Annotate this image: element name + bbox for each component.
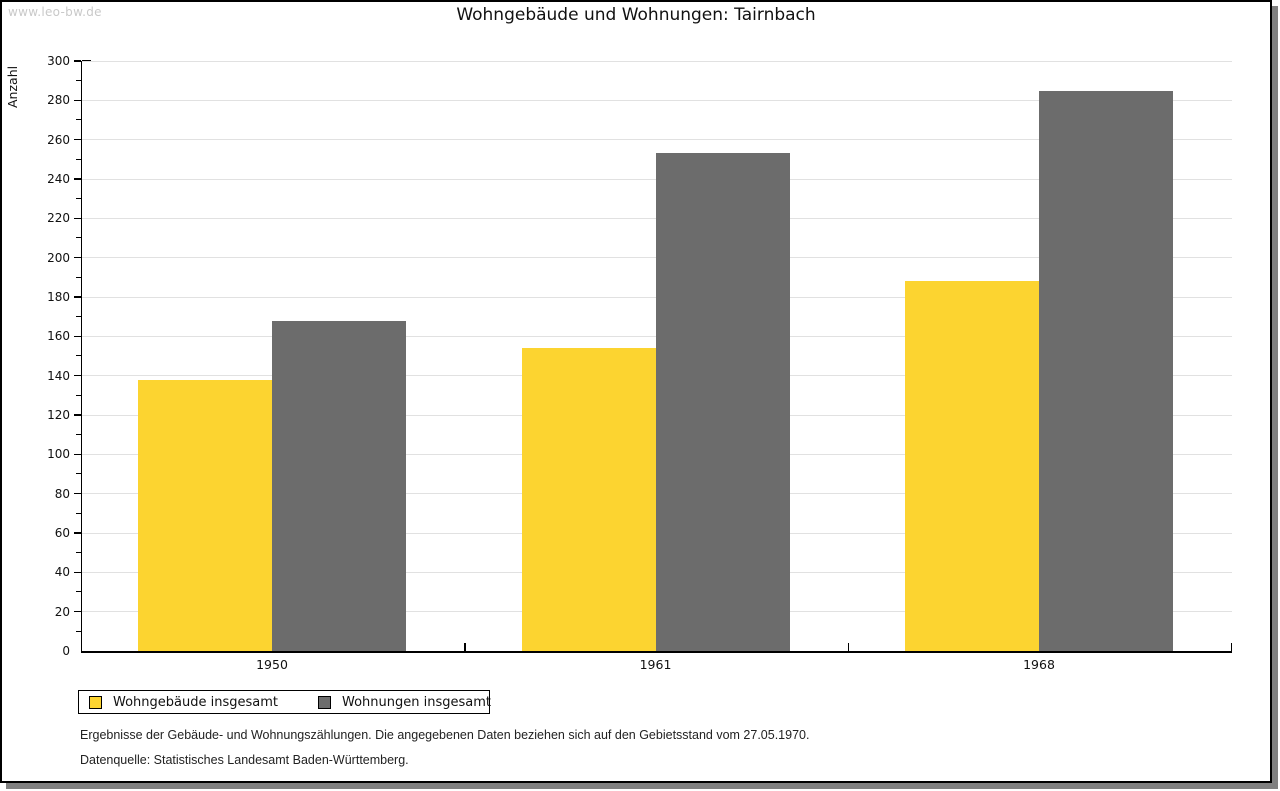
y-tick-minor-150: [76, 355, 81, 357]
y-tick-label-220: 220: [47, 211, 70, 226]
legend-label: Wohngebäude insgesamt: [113, 694, 278, 710]
y-tick-major-60: [74, 532, 81, 534]
y-tick-label-60: 60: [54, 526, 70, 540]
x-axis-separator-tick-2: [847, 643, 849, 651]
y-tick-minor-130: [76, 394, 81, 396]
y-tick-minor-50: [76, 551, 81, 554]
legend-swatch-icon: [318, 695, 331, 709]
y-tick-label-80: 80: [54, 486, 70, 501]
y-tick-minor-230: [76, 197, 81, 200]
y-tick-major-160: [74, 335, 81, 338]
y-tick-major-260: [74, 138, 81, 141]
y-tick-major-200: [74, 256, 81, 259]
y-tick-minor-170: [76, 315, 81, 318]
footnote-line-2: Datenquelle: Statistisches Landesamt Bad…: [80, 753, 409, 767]
legend: Wohngebäude insgesamt Wohnungen insgesamt: [78, 690, 491, 714]
bar-wohnungen-1950: [272, 320, 406, 651]
y-tick-label-280: 280: [47, 93, 70, 108]
y-tick-label-120: 120: [47, 408, 70, 422]
x-axis-end-tick: [1230, 643, 1232, 651]
bar-wohnungen-1968: [1039, 90, 1173, 651]
watermark: www.leo-bw.de: [8, 5, 102, 19]
y-tick-major-300: [74, 60, 81, 62]
y-tick-major-40: [74, 571, 81, 574]
y-tick-minor-210: [76, 237, 81, 239]
bar-wohngebaeude-1961: [521, 348, 656, 651]
y-tick-major-220: [74, 217, 81, 220]
y-tick-label-100: 100: [47, 447, 70, 462]
y-tick-label-240: 240: [47, 172, 70, 186]
y-axis-title: Anzahl: [5, 65, 20, 108]
y-tick-major-140: [74, 374, 81, 377]
x-tick-label-1961: 1961: [639, 657, 672, 672]
y-tick-label-160: 160: [47, 329, 70, 344]
y-tick-label-40: 40: [54, 565, 70, 580]
x-axis-line: [80, 651, 1232, 653]
gridline-y-280: [82, 99, 1232, 101]
footnote-line-1: Ergebnisse der Gebäude- und Wohnungszähl…: [80, 728, 810, 742]
y-tick-minor-110: [76, 433, 81, 436]
y-tick-major-100: [74, 453, 81, 456]
legend-item-wohnungen: Wohnungen insgesamt: [318, 695, 491, 710]
bar-wohngebaeude-1950: [138, 379, 272, 651]
x-tick-label-1950: 1950: [256, 657, 288, 672]
y-tick-label-140: 140: [47, 368, 70, 383]
x-axis-separator-tick-1: [464, 643, 466, 651]
x-tick-label-1968: 1968: [1023, 657, 1055, 672]
gridline-y-260: [82, 139, 1232, 141]
y-tick-minor-70: [76, 512, 81, 514]
y-tick-major-240: [74, 178, 81, 180]
y-tick-minor-270: [76, 119, 81, 121]
y-tick-minor-250: [76, 158, 81, 160]
y-tick-minor-190: [76, 276, 81, 278]
y-tick-minor-30: [76, 591, 81, 593]
legend-label: Wohnungen insgesamt: [342, 694, 491, 710]
plot-area: 0 20 40 60 80 100 120 140 160 180 200 220 240 260 280 3…: [47, 54, 1232, 672]
y-tick-major-180: [74, 296, 81, 298]
y-tick-label-0: 0: [62, 644, 70, 658]
y-tick-major-120: [74, 414, 81, 416]
y-tick-minor-10: [76, 630, 81, 632]
y-tick-major-80: [74, 492, 81, 495]
legend-item-wohngebaeude: Wohngebäude insgesamt: [89, 695, 278, 710]
y-tick-major-20: [74, 610, 81, 613]
y-tick-label-260: 260: [47, 132, 70, 147]
y-tick-label-300: 300: [47, 54, 70, 68]
y-tick-label-20: 20: [54, 604, 70, 619]
y-tick-minor-290: [76, 79, 81, 82]
chart-title: Wohngebäude und Wohnungen: Tairnbach: [456, 5, 816, 25]
y-tick-minor-90: [76, 473, 81, 475]
y-tick-label-180: 180: [47, 290, 70, 304]
bar-wohnungen-1961: [655, 153, 790, 651]
legend-swatch-icon: [89, 695, 102, 709]
y-tick-major-280: [74, 99, 81, 102]
y-axis-line: [80, 61, 82, 651]
bar-wohngebaeude-1968: [905, 281, 1039, 651]
gridline-y-300: [82, 60, 1232, 62]
y-tick-label-200: 200: [47, 250, 70, 265]
